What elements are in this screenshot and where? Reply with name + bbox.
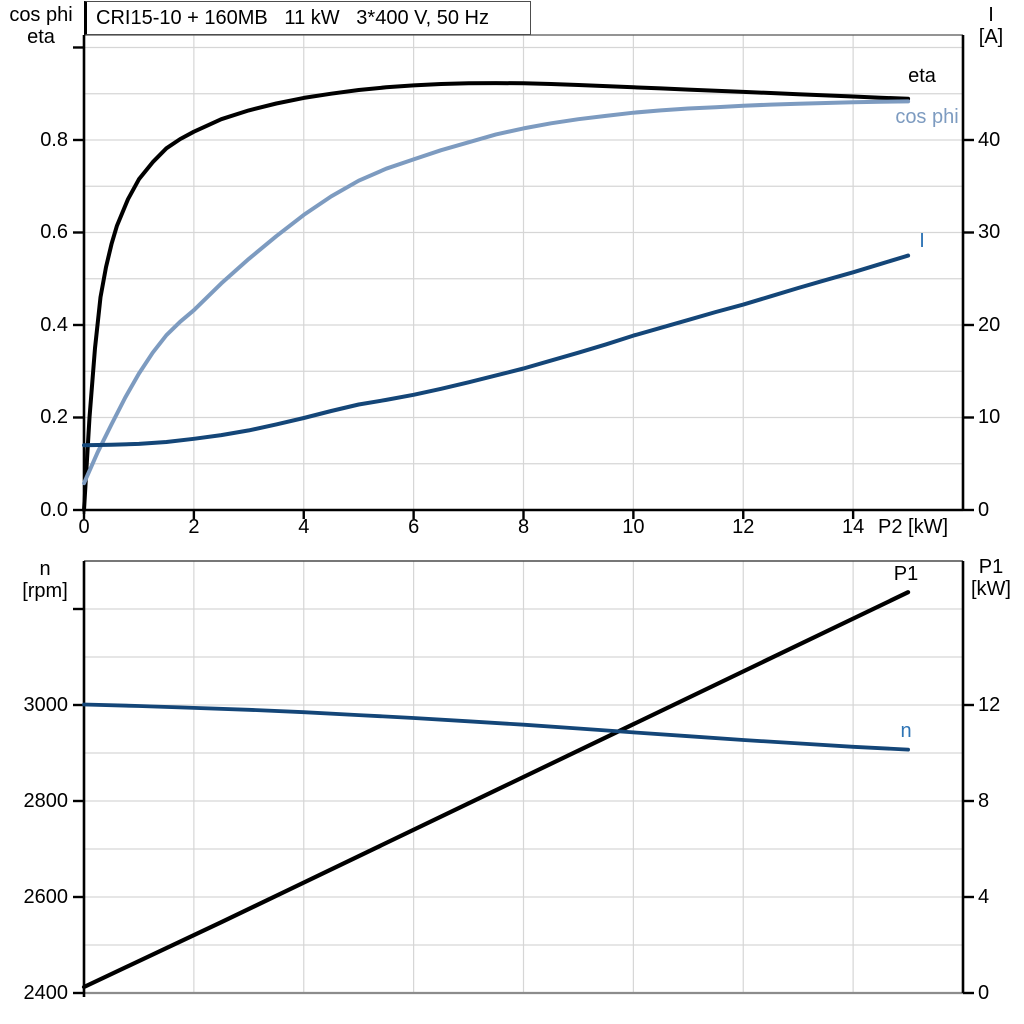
left-axis-tick-label: 0.6 (40, 221, 68, 244)
left-axis-tick-label: 2800 (23, 790, 69, 812)
right-axis-tick-label: 0 (978, 499, 990, 521)
x-axis-tick-label: 12 (732, 516, 755, 538)
left-axis-tick-label: 2600 (23, 886, 69, 908)
bottom-left-axis-title: n [rpm] (6, 558, 84, 602)
x-axis-tick-label: 6 (408, 516, 420, 538)
eta-curve (82, 81, 911, 512)
right-axis-tick-label: 30 (978, 221, 1001, 244)
left-axis-tick-label: 2400 (23, 982, 69, 1004)
cos-phi-axis-label: cos phi (9, 4, 73, 26)
x-axis-tick-label: 0 (78, 516, 90, 538)
right-axis-tick-label: 40 (978, 128, 1001, 151)
bottom-right-axis-title: P1 [kW] (958, 556, 1024, 600)
x-axis-label: P2 [kW] (878, 516, 949, 538)
left-axis-tick-label: 0.4 (40, 313, 68, 336)
left-axis-tick-label: 0.8 (40, 128, 68, 151)
current-curve-label: I (919, 230, 925, 252)
left-axis-tick-label: 3000 (23, 694, 69, 716)
speed-axis-label: n (39, 558, 51, 580)
p1-curve (81, 590, 911, 990)
right-axis-tick-label: 10 (978, 406, 1001, 429)
p1-axis-label: P1 (978, 556, 1004, 578)
right-axis-tick-label: 0 (978, 982, 990, 1004)
rpm-unit-label: [rpm] (22, 580, 68, 602)
eta-axis-label: eta (27, 26, 55, 48)
speed-curve (82, 702, 910, 752)
right-axis-tick-label: 8 (978, 790, 990, 812)
x-axis-tick-label: 10 (622, 516, 645, 538)
speed-curve-label: n (900, 720, 912, 742)
cos-phi-curve (82, 99, 911, 486)
left-axis-tick-label: 0.0 (40, 499, 68, 521)
cos-phi-curve-label: cos phi (895, 106, 959, 128)
right-axis-tick-label: 4 (978, 886, 990, 908)
top-left-axis-title: cos phi eta (2, 4, 80, 48)
kw-unit-label: [kW] (971, 578, 1011, 600)
x-axis-tick-label: 14 (842, 516, 865, 538)
left-axis-tick-label: 0.2 (40, 406, 68, 429)
right-axis-tick-label: 20 (978, 313, 1001, 336)
eta-curve-label: eta (908, 65, 936, 87)
top-right-axis-title: I [A] (958, 4, 1024, 48)
x-axis-tick-label: 4 (298, 516, 310, 538)
ampere-unit-label: [A] (978, 26, 1004, 48)
right-axis-tick-label: 12 (978, 694, 1001, 716)
current-curve (82, 253, 911, 448)
x-axis-tick-label: 2 (188, 516, 200, 538)
current-axis-label: I (988, 4, 994, 26)
p1-curve-label: P1 (893, 563, 919, 585)
x-axis-tick-label: 8 (517, 516, 530, 538)
chart-title: CRI15-10 + 160MB 11 kW 3*400 V, 50 Hz (96, 7, 489, 29)
chart-title-box: CRI15-10 + 160MB 11 kW 3*400 V, 50 Hz (84, 1, 531, 35)
